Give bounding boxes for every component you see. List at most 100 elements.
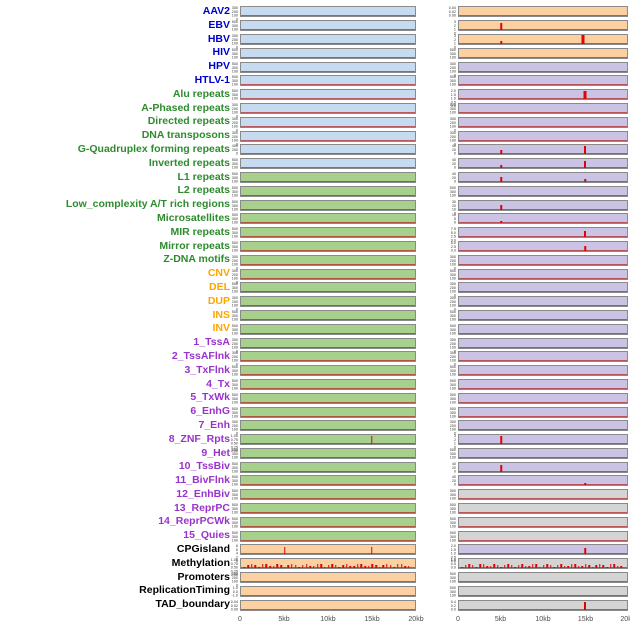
y-axis-tick-labels: 300 200 100 0	[216, 351, 238, 366]
y-tick-label: 500	[231, 392, 238, 397]
y-tick-label: 0.5	[450, 555, 456, 560]
y-tick-label: 500	[231, 171, 238, 176]
row-label-mir-repeats: MIR repeats	[170, 225, 230, 238]
row-label-alu-repeats: Alu repeats	[172, 87, 230, 100]
y-tick-label: 100	[231, 275, 238, 281]
row-label-del: DEL	[209, 280, 230, 293]
zero-baseline	[241, 139, 415, 141]
zero-baseline	[459, 539, 627, 541]
track-row: HPV 500 300 100 300 200 100 0	[0, 60, 630, 76]
data-track-left	[240, 530, 416, 542]
rows: AAV2 300 200 100 0 0.04 0.02 0.00 EBV 500 300 100 3 2…	[0, 5, 630, 612]
y-tick-label: 0.75	[230, 437, 238, 442]
y-tick-label: 0.00	[230, 606, 238, 612]
data-spike	[272, 565, 275, 569]
zero-baseline	[241, 318, 415, 320]
y-tick-label: 100	[231, 579, 238, 584]
data-track-right	[458, 89, 628, 101]
zero-baseline	[459, 553, 627, 555]
y-tick-label: 500	[231, 502, 238, 508]
y-tick-label: 0	[235, 44, 238, 50]
y-tick-label: 20	[451, 161, 456, 166]
data-spike	[570, 564, 573, 569]
y-axis-tick-labels: 500 300 100	[216, 75, 238, 86]
data-track-right	[458, 158, 628, 170]
track-row: MIR repeats 500 300 100 7.5 5.0 2.5 0.0	[0, 225, 630, 242]
y-axis-tick-labels: 1.00 0.75 0.50 0.25 0.00	[216, 558, 238, 577]
data-track-left	[240, 503, 416, 515]
y-tick-label: 0	[453, 348, 456, 353]
data-spike	[335, 564, 337, 569]
data-spike	[595, 565, 598, 569]
y-tick-label: 0	[235, 151, 238, 156]
zero-baseline	[459, 594, 627, 596]
data-track-right	[458, 434, 628, 446]
track-row: HBV 300 200 100 0 3 2 1 0	[0, 33, 630, 50]
y-tick-label: 100	[449, 289, 456, 294]
y-tick-label: 200	[231, 9, 238, 15]
data-spike	[367, 565, 370, 569]
zero-baseline	[241, 236, 415, 238]
y-tick-label: 200	[449, 120, 456, 125]
zero-baseline	[459, 291, 627, 293]
zero-baseline	[241, 539, 415, 541]
track-row: CPGisland 8 6 4 2 0 2.0 1.5 1.0 0.5 0.0	[0, 543, 630, 563]
track-row: 12_EnhBiv 500 300 100 500 300 100	[0, 488, 630, 502]
y-tick-label: 300	[449, 575, 456, 580]
y-axis-tick-labels: 500 300 100	[434, 103, 456, 114]
data-track-right	[458, 530, 628, 542]
track-row: 7_Enh 300 200 100 0 300 200 100 0	[0, 419, 630, 435]
track-row: G-Quadruplex forming repeats 400 200 0 40 20 0	[0, 143, 630, 157]
y-tick-label: 500	[231, 19, 238, 25]
y-axis-tick-labels: 500 300 100	[216, 20, 238, 31]
zero-baseline	[459, 125, 627, 127]
y-tick-label: 2.0	[450, 543, 456, 549]
y-tick-label: 100	[449, 372, 456, 377]
y-axis-tick-labels: 500 300 100	[216, 158, 238, 169]
zero-baseline	[241, 305, 415, 307]
y-tick-label: 100	[231, 261, 238, 267]
y-axis-tick-labels: 2.0 1.5 1.0 0.5 0.0	[434, 89, 456, 108]
y-tick-label: 200	[231, 120, 238, 125]
data-spike	[500, 165, 502, 169]
track-row: A-Phased repeats 300 200 100 0 500 300 100	[0, 102, 630, 118]
y-tick-label: 200	[231, 575, 238, 580]
y-tick-label: 20	[451, 202, 456, 208]
y-tick-label: 300	[449, 116, 456, 121]
y-tick-label: 100	[231, 27, 238, 32]
y-axis-tick-labels: 400 200 0	[216, 144, 238, 155]
y-tick-label: 40	[451, 157, 456, 163]
y-tick-label: 0	[453, 468, 456, 474]
data-track-right	[458, 20, 628, 32]
zero-baseline	[241, 84, 415, 86]
y-tick-label: 500	[231, 47, 238, 52]
y-axis-tick-labels: 500 300 100	[216, 406, 238, 417]
y-axis-tick-labels: 500 300 100	[216, 200, 238, 211]
data-track-right	[458, 171, 628, 183]
track-row: DNA transposons 300 200 100 0 300 200 100 0	[0, 129, 630, 145]
y-axis-tick-labels: 1.0 0.5 0.0	[434, 558, 456, 569]
y-axis-tick-labels: 300 200 100 0	[216, 420, 238, 435]
zero-baseline	[241, 484, 415, 486]
y-tick-label: 500	[231, 461, 238, 466]
y-tick-label: 100	[231, 496, 238, 501]
row-label-5-txwk: 5_TxWk	[190, 391, 230, 404]
zero-baseline	[241, 277, 415, 279]
y-tick-label: 100	[231, 330, 238, 336]
y-tick-label: 500	[231, 406, 238, 411]
zero-baseline	[459, 305, 627, 307]
y-tick-label: 0.0	[232, 589, 238, 594]
y-tick-label: 300	[231, 571, 238, 577]
y-tick-label: 100	[449, 510, 456, 515]
data-spike	[291, 563, 293, 569]
y-tick-label: 100	[231, 247, 238, 253]
data-track-left	[240, 296, 416, 308]
data-spike	[475, 566, 478, 569]
x-tick-label: 15kb	[364, 616, 380, 623]
zero-baseline	[241, 194, 415, 196]
zero-baseline	[241, 332, 415, 334]
y-tick-label: 200	[449, 285, 456, 291]
data-spike	[521, 564, 524, 569]
zero-baseline	[241, 498, 415, 500]
y-tick-label: 500	[231, 516, 238, 521]
